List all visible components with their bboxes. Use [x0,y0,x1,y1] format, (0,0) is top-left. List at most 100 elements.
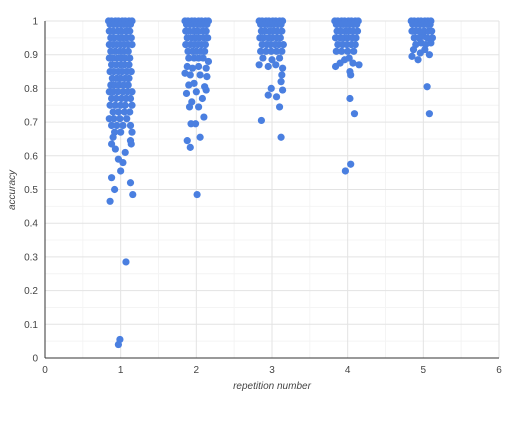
data-point [127,140,135,148]
data-point [126,20,135,28]
data-point [190,79,198,87]
data-point [278,71,286,79]
data-point [347,160,355,168]
data-point [199,54,207,62]
data-points [104,17,437,349]
data-point [113,121,121,130]
y-tick-label: 0.5 [24,185,38,196]
data-point [344,47,352,55]
data-point [277,78,285,86]
data-point [278,64,287,72]
data-point [120,108,129,116]
data-point [127,34,135,42]
data-point [278,86,287,94]
data-point [126,27,134,35]
data-point [183,137,191,145]
data-point [277,133,285,141]
data-point [107,140,116,148]
data-point [409,46,418,54]
data-point [257,116,266,125]
data-point [421,46,429,54]
data-point [332,47,340,55]
data-point [347,71,355,79]
data-point [275,103,284,111]
x-tick-label: 3 [269,365,275,376]
y-tick-label: 0.2 [24,286,38,297]
y-tick-label: 0.8 [24,84,38,95]
data-point [408,52,416,60]
data-point [111,185,119,194]
data-point [125,61,133,69]
data-point [201,40,210,49]
data-point [117,167,125,175]
data-point [338,47,346,55]
data-point [111,101,119,109]
data-point [350,110,359,118]
data-point [123,115,131,123]
data-point [195,103,203,111]
x-tick-label: 6 [496,365,502,376]
y-tick-label: 0.9 [24,50,38,61]
data-point [125,74,133,82]
data-point [106,101,114,109]
y-axis-title: accuracy [7,169,18,210]
data-point [349,59,357,67]
data-point [425,110,433,118]
y-tick-label: 0.1 [24,320,38,331]
data-point [186,71,194,79]
data-point [277,20,285,28]
data-point [264,62,272,71]
data-point [128,101,136,109]
data-point [119,121,127,130]
data-point [275,54,284,62]
data-point [106,197,114,205]
data-point [185,103,194,111]
data-point [114,340,122,349]
data-point [193,190,201,199]
data-point [182,89,191,98]
y-tick-label: 0 [32,354,38,365]
data-point [121,148,129,157]
data-point [202,64,210,72]
data-point [122,258,130,266]
y-tick-label: 0.4 [24,219,38,230]
data-point [276,34,284,42]
data-point [352,34,360,42]
data-point [196,71,204,79]
data-point [202,86,210,94]
data-point [272,93,281,101]
data-point [425,51,433,59]
data-point [128,128,136,136]
data-point [267,84,275,92]
data-point [128,40,136,49]
data-point [262,47,270,55]
data-point [126,94,135,103]
data-point [204,34,212,42]
data-point [186,143,194,151]
data-point [202,27,210,35]
data-point [350,47,358,55]
data-point [129,190,137,199]
data-point [126,108,134,116]
x-tick-label: 4 [345,365,351,376]
data-point [188,64,197,72]
data-point [353,20,361,28]
data-point [272,61,280,69]
data-point [423,34,431,42]
data-point [192,88,200,96]
data-point [114,88,122,96]
data-point [426,20,434,28]
data-point [341,167,349,175]
data-point [109,133,117,141]
data-point [200,113,208,121]
data-point [124,81,132,89]
x-tick-label: 5 [421,365,427,376]
data-point [195,62,203,71]
data-point [346,94,354,103]
data-point [128,88,136,96]
data-point [278,27,286,35]
data-point [427,39,435,47]
data-point [109,108,117,116]
